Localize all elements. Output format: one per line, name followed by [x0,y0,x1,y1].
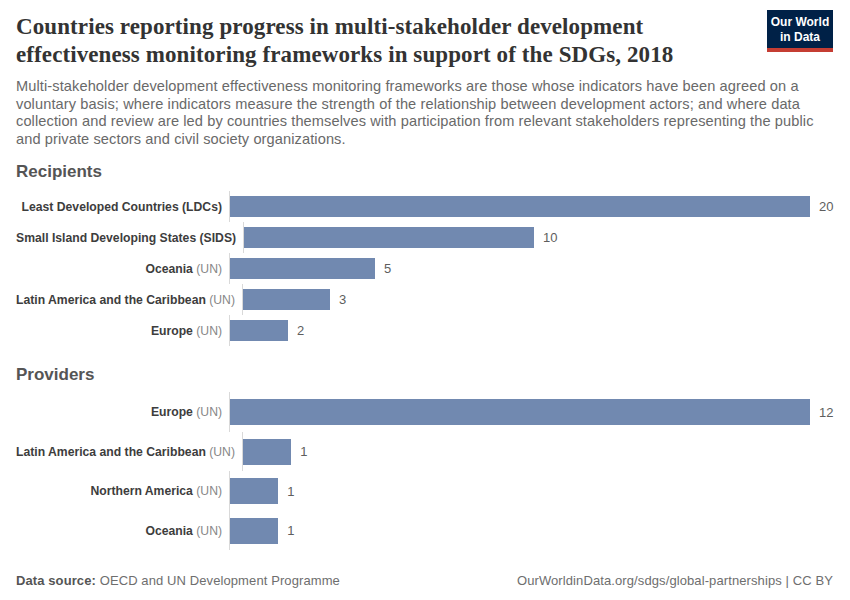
bar-track: 20 [229,191,833,222]
bar-row: Oceania (UN) 5 [16,253,833,284]
bar-value-label: 2 [297,323,304,338]
owid-logo: Our World in Data [767,10,833,52]
bar-row: Oceania (UN) 1 [16,511,833,551]
section-providers: Providers Europe (UN) 12 Latin America and… [16,346,833,550]
bar-track: 5 [229,253,833,284]
bar-label: Latin America and the Caribbean (UN) [16,432,242,472]
bar-label: Oceania (UN) [16,511,229,551]
bar-row: Europe (UN) 2 [16,315,833,346]
bar-row: Europe (UN) 12 [16,392,833,432]
footer-attribution: OurWorldinData.org/sdgs/global-partnersh… [517,573,833,588]
chart-header: Countries reporting progress in multi-st… [16,13,833,68]
bar-track: 3 [242,284,833,315]
bar [230,258,375,279]
bar-track: 10 [243,222,833,253]
bar-track: 1 [229,471,833,511]
bar-value-label: 3 [339,292,346,307]
page-title: Countries reporting progress in multi-st… [16,13,746,68]
owid-url-link[interactable]: OurWorldinData.org/sdgs/global-partnersh… [517,573,782,588]
recipients-heading: Recipients [16,162,833,182]
providers-heading: Providers [16,365,833,385]
bar [230,478,278,504]
bar-value-label: 12 [819,405,833,420]
bar-row: Latin America and the Caribbean (UN) 1 [16,432,833,472]
bar [243,439,291,465]
license-label: CC BY [793,573,833,588]
chart-footer: Data source: OECD and UN Development Pro… [16,573,833,588]
bar-row: Latin America and the Caribbean (UN) 3 [16,284,833,315]
bar-value-label: 1 [300,444,307,459]
bar-value-label: 1 [287,484,294,499]
bar-track: 1 [242,432,833,472]
bar-label: Small Island Developing States (SIDS) [16,222,243,253]
owid-chart-page: Countries reporting progress in multi-st… [0,0,850,600]
data-source: Data source: OECD and UN Development Pro… [16,573,340,588]
bar-label: Oceania (UN) [16,253,229,284]
bar-row: Least Developed Countries (LDCs) 20 [16,191,833,222]
bar [243,289,330,310]
bar [230,320,288,341]
bar-label: Europe (UN) [16,392,229,432]
recipients-bar-chart: Least Developed Countries (LDCs) 20 Small … [16,191,833,346]
bar-row: Northern America (UN) 1 [16,471,833,511]
owid-logo-line2: in Data [770,30,830,45]
bar-value-label: 10 [543,230,557,245]
bar-value-label: 20 [819,199,833,214]
bar [230,399,810,425]
bar-track: 12 [229,392,833,432]
bar-label: Least Developed Countries (LDCs) [16,191,229,222]
bar [244,227,534,248]
bar-label: Northern America (UN) [16,471,229,511]
bar-value-label: 1 [287,523,294,538]
section-recipients: Recipients Least Developed Countries (LD… [16,148,833,346]
bar [230,518,278,544]
bar-label: Europe (UN) [16,315,229,346]
bar-label: Latin America and the Caribbean (UN) [16,284,242,315]
bar-value-label: 5 [384,261,391,276]
footer-separator: | [782,573,793,588]
owid-logo-line1: Our World [770,15,830,30]
chart-subtitle: Multi-stakeholder development effectiven… [16,78,833,148]
bar-track: 2 [229,315,833,346]
data-source-value: OECD and UN Development Programme [96,573,340,588]
bar-row: Small Island Developing States (SIDS) 10 [16,222,833,253]
providers-bar-chart: Europe (UN) 12 Latin America and the Carib… [16,392,833,550]
data-source-label: Data source: [16,573,96,588]
bar-track: 1 [229,511,833,551]
bar [230,196,810,217]
